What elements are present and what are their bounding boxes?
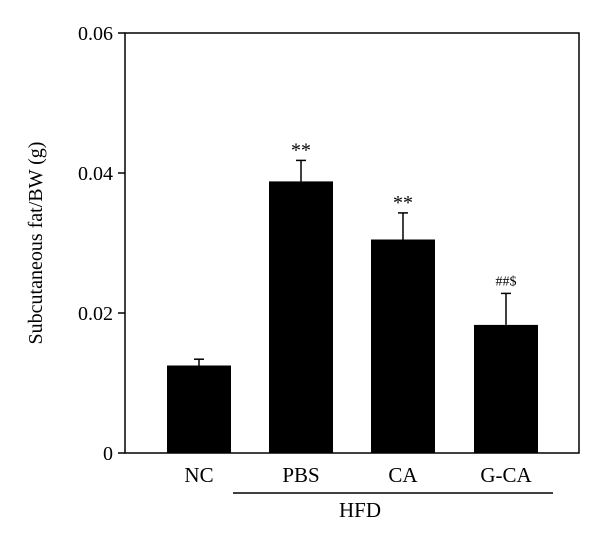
group-bracket: HFD xyxy=(233,492,553,522)
bar-pbs xyxy=(269,181,333,453)
x-label-nc: NC xyxy=(184,463,213,487)
y-tick-label: 0.04 xyxy=(78,163,113,185)
plot-border xyxy=(124,32,580,454)
bar-nc xyxy=(167,365,231,453)
significance-pbs: ** xyxy=(291,139,311,161)
y-tick-label: 0.02 xyxy=(78,303,113,325)
x-axis-labels: NC PBS CA G-CA xyxy=(184,463,532,487)
bar-g-ca xyxy=(474,324,538,453)
annotations-group: ** ** ##$ xyxy=(291,139,517,289)
significance-ca: ** xyxy=(393,192,413,214)
y-axis-ticks: 0 0.02 0.04 0.06 xyxy=(78,23,125,465)
x-label-g-ca: G-CA xyxy=(480,463,532,487)
y-tick-label: 0 xyxy=(103,443,113,465)
x-label-pbs: PBS xyxy=(282,463,319,487)
significance-g-ca: ##$ xyxy=(496,274,517,289)
x-label-ca: CA xyxy=(388,463,418,487)
bars-group xyxy=(167,181,538,453)
bar-ca xyxy=(371,239,435,453)
y-axis-label: Subcutaneous fat/BW (g) xyxy=(25,142,47,345)
y-tick-label: 0.06 xyxy=(78,23,113,45)
plot-frame xyxy=(124,32,580,454)
error-bars-group xyxy=(194,159,511,366)
hfd-group-label: HFD xyxy=(339,498,381,522)
